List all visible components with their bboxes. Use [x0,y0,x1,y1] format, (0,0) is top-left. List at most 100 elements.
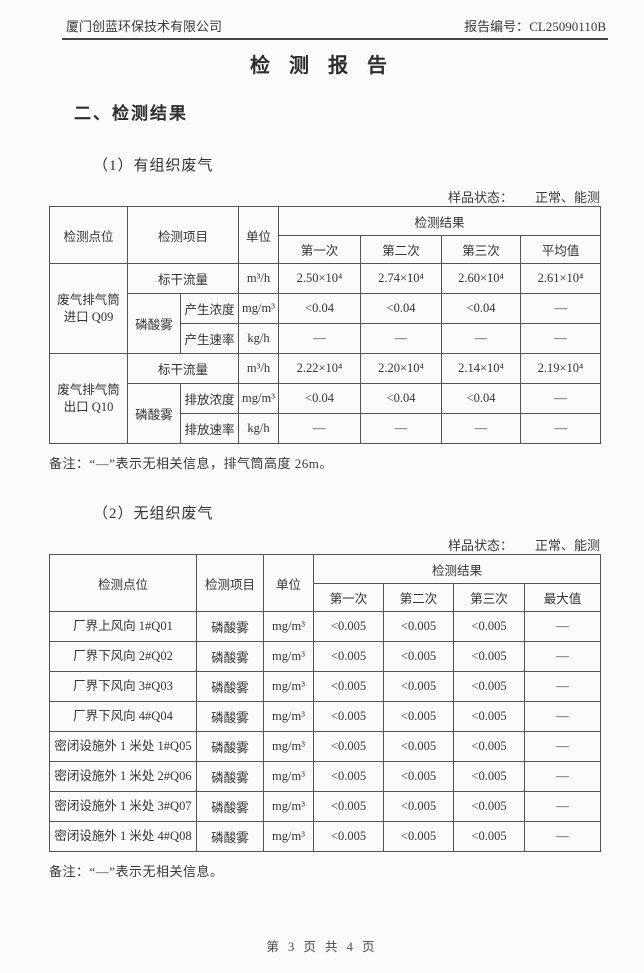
sample-state-organized: 样品状态： 正常、能测 [0,187,600,206]
col-header-item: 检测项目 [127,206,239,264]
value-cell: — [278,413,361,444]
value-cell: <0.04 [441,383,521,414]
value-cell: 2.19×10⁴ [520,353,601,384]
value-cell: <0.005 [383,611,454,642]
value-cell: — [360,413,442,444]
document-title: 检 测 报 告 [250,55,394,77]
point-cell: 废气排气筒 进口 Q09 [49,263,128,354]
col-header-unit: 单位 [238,206,279,264]
value-cell: 2.60×10⁴ [441,263,521,294]
point-cell: 密闭设施外 1 米处 3#Q07 [49,791,197,822]
item-cell: 磷酸雾 [196,761,264,792]
value-cell: — [524,761,601,792]
value-cell: <0.005 [453,671,525,702]
value-cell: <0.005 [453,701,525,732]
value-cell: 2.50×10⁴ [278,263,361,294]
sample-state-value: 正常、能测 [534,538,600,553]
run-header-1: 第一次 [278,235,361,264]
value-cell: <0.005 [313,731,384,762]
unit-cell: kg/h [238,323,279,354]
col-header-results: 检测结果 [278,206,601,236]
value-cell: <0.005 [383,671,454,702]
report-number: 报告编号：CL25090110B [464,16,606,35]
item-cell: 磷酸雾 [196,611,264,642]
value-cell: — [278,323,361,354]
item-cell: 磷酸雾 [196,641,264,672]
unit-cell: mg/m³ [263,701,314,732]
col-header-results: 检测结果 [313,554,601,584]
company-name: 厦门创蓝环保技术有限公司 [66,19,223,34]
table-row-q08: 密闭设施外 1 米处 4#Q08 磷酸雾 mg/m³ <0.005 <0.005… [49,821,601,852]
value-cell: — [441,413,521,444]
value-cell: — [520,293,601,324]
point-cell: 厂界下风向 4#Q04 [49,701,197,732]
sample-state-unorganized: 样品状态： 正常、能测 [0,535,600,554]
point-cell: 密闭设施外 1 米处 2#Q06 [49,761,197,792]
page-number: 第 3 页 共 4 页 [266,940,378,954]
table-header-row-2: 第一次 第二次 第三次 最大值 [50,583,601,612]
value-cell: <0.005 [453,791,525,822]
report-number-value: CL25090110B [529,19,606,34]
value-cell: 2.61×10⁴ [520,263,601,294]
table-row-q10-flow: 废气排气筒 出口 Q10 标干流量 m³/h 2.22×10⁴ 2.20×10⁴… [49,353,601,444]
unit-cell: mg/m³ [263,791,314,822]
table-row-q02: 厂界下风向 2#Q02 磷酸雾 mg/m³ <0.005 <0.005 <0.0… [49,641,601,672]
value-cell: <0.005 [383,821,454,852]
value-cell: <0.005 [453,821,525,852]
value-cell: <0.005 [383,641,454,672]
item-cell: 磷酸雾 [196,731,264,762]
value-cell: <0.005 [453,731,525,762]
run-header-max: 最大值 [524,583,601,612]
value-cell: — [524,701,601,732]
table-row-q01: 厂界上风向 1#Q01 磷酸雾 mg/m³ <0.005 <0.005 <0.0… [49,611,601,642]
value-cell: <0.005 [313,701,384,732]
col-header-item: 检测项目 [196,554,264,612]
value-cell: <0.005 [313,791,384,822]
run-header-2: 第二次 [383,583,454,612]
table-row-q10-concentration: 磷酸雾 排放浓度 mg/m³ <0.04 <0.04 <0.04 — [50,383,601,444]
point-cell: 密闭设施外 1 米处 4#Q08 [49,821,197,852]
value-cell: <0.005 [383,701,454,732]
item-cell: 磷酸雾 [127,383,181,444]
organized-gas-table: 检测点位 检测项目 单位 检测结果 第一次 第二次 第三次 平均值 废气排气筒 … [49,206,601,444]
note-organized: 备注：“—”表示无相关信息，排气筒高度 26m。 [49,456,333,471]
table-row-q04: 厂界下风向 4#Q04 磷酸雾 mg/m³ <0.005 <0.005 <0.0… [49,701,601,732]
point-cell: 厂界下风向 2#Q02 [49,641,197,672]
subitem-cell: 产生速率 [180,323,239,354]
table-row-q09-concentration: 磷酸雾 产生浓度 mg/m³ <0.04 <0.04 <0.04 — [50,293,601,354]
value-cell: <0.005 [453,611,525,642]
value-cell: <0.005 [453,761,525,792]
value-cell: — [524,791,601,822]
sample-state-label: 样品状态： [447,538,513,553]
value-cell: <0.005 [313,641,384,672]
subitem-cell: 排放浓度 [180,383,239,414]
item-cell: 磷酸雾 [196,821,264,852]
value-cell: <0.04 [278,383,361,414]
value-cell: <0.005 [313,611,384,642]
sample-state-value: 正常、能测 [534,190,600,205]
run-header-avg: 平均值 [520,235,601,264]
value-cell: — [441,323,521,354]
subsection-heading-organized: （1）有组织废气 [93,158,214,174]
value-cell: — [524,671,601,702]
point-cell: 废气排气筒 出口 Q10 [49,353,128,444]
unit-cell: mg/m³ [238,293,279,324]
table-row-q07: 密闭设施外 1 米处 3#Q07 磷酸雾 mg/m³ <0.005 <0.005… [49,791,601,822]
value-cell: <0.04 [360,293,442,324]
item-cell: 磷酸雾 [196,701,264,732]
point-cell: 厂界下风向 3#Q03 [49,671,197,702]
value-cell: — [524,821,601,852]
unit-cell: mg/m³ [263,641,314,672]
subitem-cell: 排放速率 [180,413,239,444]
note-unorganized: 备注：“—”表示无相关信息。 [49,864,224,879]
value-cell: <0.04 [360,383,442,414]
table-row-q06: 密闭设施外 1 米处 2#Q06 磷酸雾 mg/m³ <0.005 <0.005… [49,761,601,792]
col-header-point: 检测点位 [49,554,197,612]
value-cell: — [520,413,601,444]
item-cell: 磷酸雾 [127,293,181,354]
value-cell: <0.04 [278,293,361,324]
page-header: 厦门创蓝环保技术有限公司 报告编号：CL25090110B [66,16,606,35]
unit-cell: mg/m³ [263,821,314,852]
header-divider [62,38,608,40]
run-header-1: 第一次 [313,583,384,612]
